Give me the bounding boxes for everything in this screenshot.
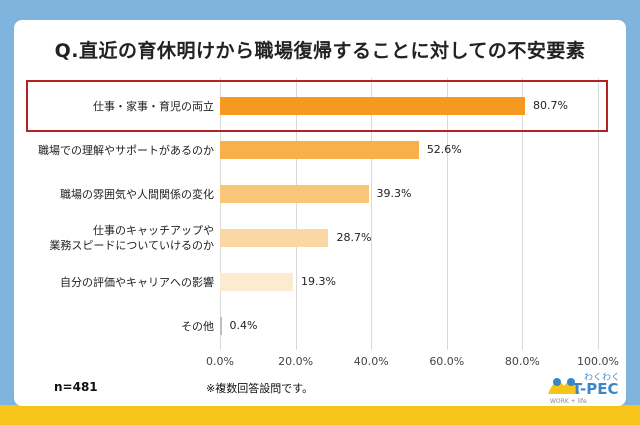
category-label: 仕事・家事・育児の両立: [93, 99, 214, 113]
footnote: ※複数回答設問です。: [206, 382, 314, 395]
bar: [220, 229, 329, 247]
category-label: 自分の評価やキャリアへの影響: [60, 275, 214, 289]
bar: [220, 273, 293, 291]
bar: [220, 185, 369, 203]
x-tick-label: 60.0%: [429, 355, 465, 368]
gridline: [522, 78, 524, 350]
top-band: [0, 0, 640, 20]
gridline: [295, 78, 297, 350]
value-label: 28.7%: [336, 231, 372, 244]
category-label: 仕事のキャッチアップや 業務スピードについていけるのか: [49, 224, 214, 252]
bottom-band: [0, 405, 640, 425]
gridline: [371, 78, 373, 350]
category-label: 職場の雰囲気や人間関係の変化: [60, 187, 214, 201]
x-tick-label: 80.0%: [504, 355, 540, 368]
value-label: 52.6%: [426, 143, 462, 156]
x-tick-label: 100.0%: [577, 355, 619, 368]
x-tick-label: 0.0%: [206, 355, 234, 368]
category-label: その他: [181, 319, 214, 333]
bar: [220, 317, 222, 335]
logo-mark-icon: [548, 378, 580, 394]
value-label: 19.3%: [300, 275, 336, 288]
chart-card: Q.直近の育休明けから職場復帰することに対しての不安要素 0.0% 20.0% 40…: [14, 20, 626, 406]
gridline: [446, 78, 448, 350]
bar: [220, 97, 526, 115]
left-band: [0, 0, 14, 425]
gridline: [220, 78, 221, 350]
chart-title: Q.直近の育休明けから職場復帰することに対しての不安要素: [54, 40, 586, 62]
value-label: 0.4%: [229, 319, 258, 332]
logo-top-text: わくわく: [584, 373, 621, 383]
t-pec-logo: わくわく T-PEC WORK + life: [544, 366, 626, 406]
value-label: 39.3%: [376, 187, 412, 200]
bar: [220, 141, 419, 159]
right-band: [626, 0, 640, 425]
logo-sub-text: WORK + life: [550, 398, 587, 405]
x-tick-label: 40.0%: [353, 355, 389, 368]
value-label: 80.7%: [533, 99, 568, 112]
x-tick-label: 20.0%: [278, 355, 314, 368]
category-label: 職場での理解やサポートがあるのか: [38, 143, 214, 157]
gridline: [598, 78, 599, 350]
highlight-box: [26, 80, 608, 132]
sample-size-label: n=481: [54, 380, 98, 394]
logo-main-text: T-PEC: [572, 380, 619, 398]
